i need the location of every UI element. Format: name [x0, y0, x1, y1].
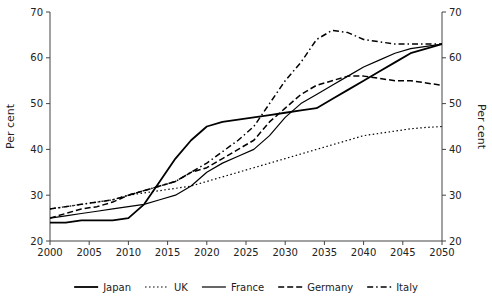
legend-label: France [231, 282, 264, 293]
y-tick-label: 20 [30, 236, 43, 247]
y2-tick-label: 30 [449, 190, 462, 201]
y-tick [46, 149, 50, 150]
x-tick-label: 2035 [312, 247, 337, 258]
y-tick-label: 70 [30, 7, 43, 18]
x-tick-label: 2010 [116, 247, 141, 258]
x-tick-label: 2000 [37, 247, 62, 258]
legend-label: Japan [102, 282, 131, 293]
x-tick [206, 241, 207, 245]
x-tick-label: 2040 [351, 247, 376, 258]
x-tick [442, 241, 443, 245]
x-tick [363, 241, 364, 245]
y2-tick [442, 195, 446, 196]
x-tick [167, 241, 168, 245]
series-line [50, 76, 442, 218]
y-tick [46, 241, 50, 242]
y2-tick-label: 60 [449, 52, 462, 63]
x-tick [402, 241, 403, 245]
x-tick-label: 2005 [76, 247, 101, 258]
chart: 2000200520102015202020252030203520402045… [0, 0, 492, 303]
y-tick-label: 30 [30, 190, 43, 201]
x-tick [50, 241, 51, 245]
legend-label: UK [174, 282, 188, 293]
y2-tick-label: 50 [449, 98, 462, 109]
series-line [50, 44, 442, 223]
y2-tick [442, 241, 446, 242]
x-tick [285, 241, 286, 245]
y-tick-label: 40 [30, 144, 43, 155]
y2-tick [442, 57, 446, 58]
lines [50, 30, 442, 222]
x-tick [89, 241, 90, 245]
legend-swatch [202, 286, 226, 287]
y2-tick [442, 149, 446, 150]
y-axis-label: Per cent [4, 103, 17, 149]
y2-tick-label: 40 [449, 144, 462, 155]
legend-swatch [367, 286, 391, 288]
x-tick [128, 241, 129, 245]
y-tick [46, 195, 50, 196]
y-tick [46, 103, 50, 104]
legend-swatch [74, 286, 98, 288]
y-tick [46, 12, 50, 13]
y-tick-label: 50 [30, 98, 43, 109]
legend-swatch [145, 286, 169, 287]
legend-swatch [278, 286, 302, 288]
x-tick-label: 2050 [429, 247, 454, 258]
x-tick-label: 2015 [155, 247, 180, 258]
y2-axis-label: Per cent [475, 104, 488, 150]
x-tick-label: 2025 [233, 247, 258, 258]
y2-tick-label: 20 [449, 236, 462, 247]
x-tick-label: 2020 [194, 247, 219, 258]
y2-tick-label: 70 [449, 7, 462, 18]
series-line [50, 44, 442, 218]
y-tick-label: 60 [30, 52, 43, 63]
x-tick-label: 2030 [272, 247, 297, 258]
y2-tick [442, 103, 446, 104]
y-tick [46, 57, 50, 58]
x-tick [246, 241, 247, 245]
series-line [50, 30, 442, 209]
x-tick-label: 2045 [390, 247, 415, 258]
x-tick [324, 241, 325, 245]
legend-label: Italy [396, 282, 418, 293]
y2-tick [442, 12, 446, 13]
series-line [50, 127, 442, 209]
legend-label: Germany [307, 282, 353, 293]
y-axis-line [50, 12, 51, 241]
legend: Japan UK France Germany Italy [74, 282, 418, 293]
